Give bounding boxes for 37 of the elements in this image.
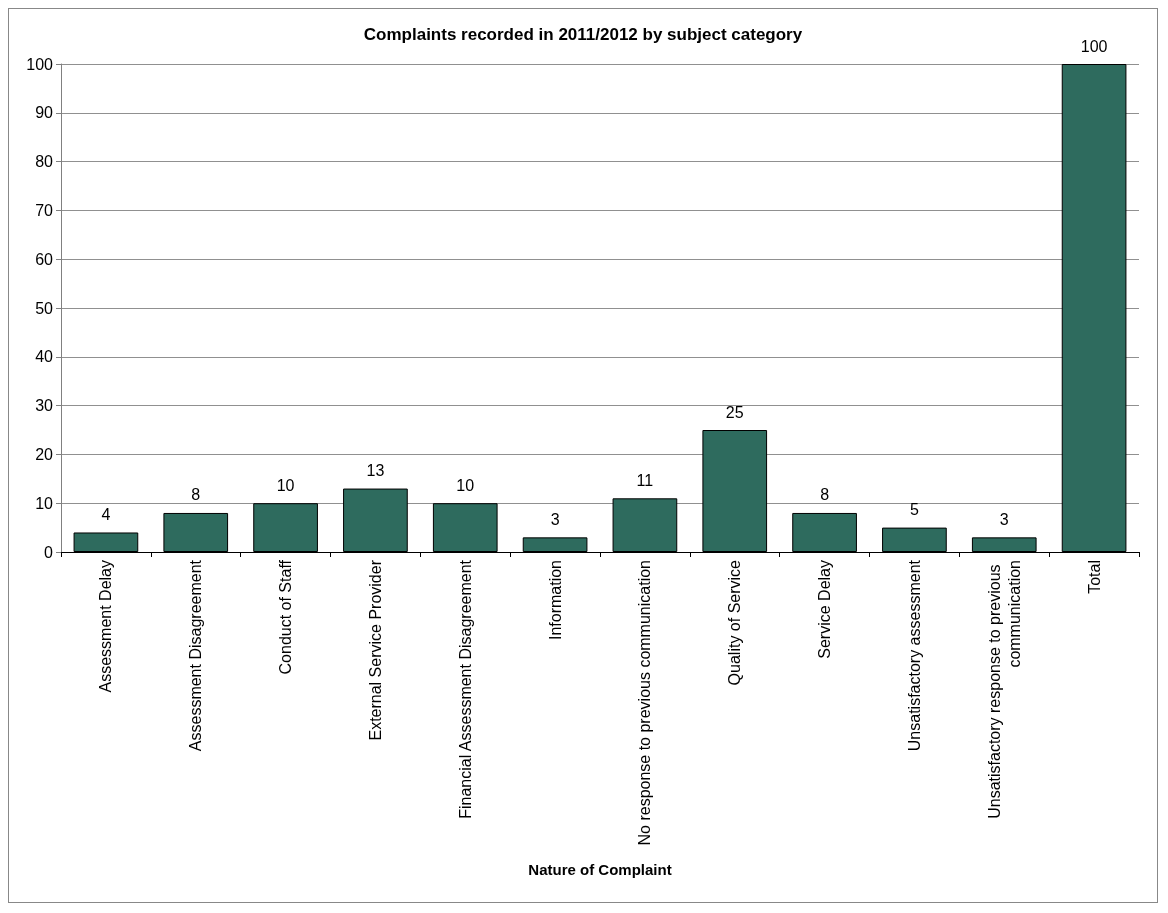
y-tick-label: 90 <box>35 104 54 122</box>
y-tick-label: 40 <box>35 348 54 366</box>
y-tick-label: 20 <box>35 445 54 463</box>
x-tick-label: Unsatisfactory response to previous communication <box>985 560 1023 819</box>
data-label: 3 <box>999 510 1009 528</box>
data-label: 10 <box>276 476 295 494</box>
x-tick-label: Conduct of Staff <box>277 559 295 675</box>
y-tick-label: 70 <box>35 201 54 219</box>
x-tick-label: Assessment Delay <box>97 560 115 693</box>
y-tick-label: 80 <box>35 153 54 171</box>
data-label: 25 <box>725 403 744 421</box>
x-tick-label: No response to previous communication <box>636 560 654 846</box>
chart-title: Complaints recorded in 2011/2012 by subject category <box>363 25 803 44</box>
y-tick-label: 0 <box>44 543 54 561</box>
y-tick-label: 30 <box>35 397 54 415</box>
x-tick-label: Quality of Service <box>726 559 744 686</box>
data-label: 5 <box>909 501 919 519</box>
x-tick-label: Service Delay <box>816 560 834 659</box>
y-tick-label: 100 <box>26 55 54 73</box>
data-label: 8 <box>191 486 201 504</box>
data-label: 8 <box>820 486 830 504</box>
x-tick-label: Financial Assessment Disagreement <box>456 559 474 819</box>
data-label: 10 <box>456 476 475 494</box>
y-tick-label: 60 <box>35 250 54 268</box>
data-label: 4 <box>101 505 111 523</box>
x-tick-label: Unsatisfactory assessment <box>905 559 923 752</box>
x-tick-label: Information <box>546 560 564 641</box>
x-tick-label: Assessment Disagreement <box>187 559 205 752</box>
x-tick-label: External Service Provider <box>366 559 384 741</box>
x-axis-title: Nature of Complaint <box>528 861 672 878</box>
data-label: 13 <box>366 462 385 480</box>
data-label: 100 <box>1080 37 1108 55</box>
data-label: 11 <box>636 471 654 489</box>
y-tick-label: 10 <box>35 494 54 512</box>
y-tick-label: 50 <box>35 299 54 317</box>
x-tick-label: Total <box>1085 560 1103 594</box>
data-label: 3 <box>550 510 560 528</box>
